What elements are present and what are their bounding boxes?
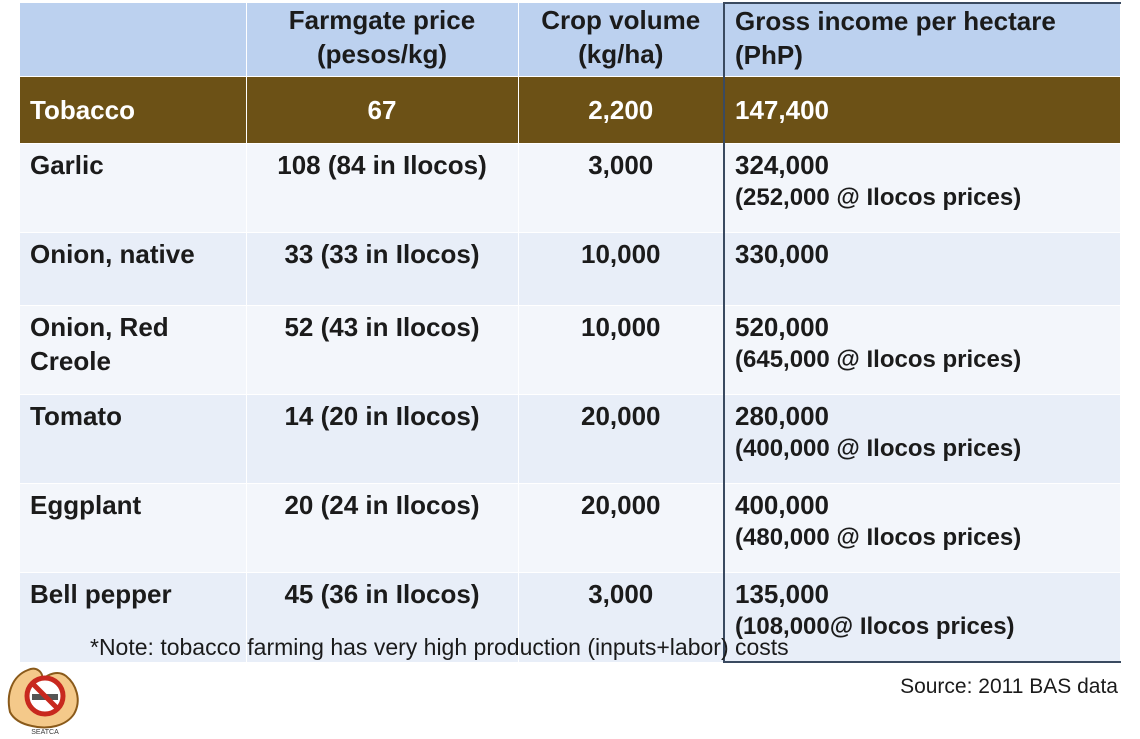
table-row: Tomato 14 (20 in Ilocos) 20,000 280,000 (… <box>20 394 1121 484</box>
table-row: Garlic 108 (84 in Ilocos) 3,000 324,000 (… <box>20 143 1121 233</box>
gross-income: 324,000 (252,000 @ Ilocos prices) <box>723 143 1121 233</box>
farmgate-price: 45 (36 in Ilocos) <box>246 572 519 663</box>
gross-value: 280,000 <box>735 401 829 431</box>
gross-value: 135,000 <box>735 579 829 609</box>
farmgate-price: 67 <box>246 76 519 144</box>
table-row: Bell pepper 45 (36 in Ilocos) 3,000 135,… <box>20 572 1121 663</box>
gross-income: 520,000 (645,000 @ Ilocos prices) <box>723 305 1121 395</box>
crop-name: Tomato <box>20 394 247 484</box>
header-gross-income: Gross income per hectare (PhP) <box>723 2 1121 77</box>
gross-value: 400,000 <box>735 490 829 520</box>
gross-value: 330,000 <box>735 239 829 269</box>
crop-comparison-table: Farmgate price (pesos/kg) Crop volume (kg/… <box>20 2 1121 663</box>
table-row: Onion, native 33 (33 in Ilocos) 10,000 3… <box>20 232 1121 306</box>
header-farmgate-price: Farmgate price (pesos/kg) <box>246 3 519 77</box>
source-citation: Source: 2011 BAS data <box>900 675 1118 698</box>
table-row: Eggplant 20 (24 in Ilocos) 20,000 400,00… <box>20 483 1121 573</box>
crop-name: Garlic <box>20 143 247 233</box>
crop-name: Tobacco <box>20 76 247 144</box>
crop-volume: 20,000 <box>518 394 725 484</box>
logo-text: SEATCA <box>31 729 59 736</box>
crop-volume: 20,000 <box>518 483 725 573</box>
crop-volume: 3,000 <box>518 572 725 663</box>
gross-income: 400,000 (480,000 @ Ilocos prices) <box>723 483 1121 573</box>
table-header-row: Farmgate price (pesos/kg) Crop volume (kg/… <box>20 2 1121 77</box>
gross-ilocos-note: (480,000 @ Ilocos prices) <box>735 524 1022 551</box>
gross-value: 147,400 <box>735 95 829 125</box>
gross-income: 280,000 (400,000 @ Ilocos prices) <box>723 394 1121 484</box>
gross-ilocos-note: (108,000@ Ilocos prices) <box>735 613 1015 640</box>
header-crop-volume: Crop volume (kg/ha) <box>518 3 725 77</box>
crop-name: Onion, Red Creole <box>20 305 247 395</box>
gross-ilocos-note: (645,000 @ Ilocos prices) <box>735 346 1022 373</box>
crop-volume: 3,000 <box>518 143 725 233</box>
farmgate-price: 14 (20 in Ilocos) <box>246 394 519 484</box>
no-smoking-hands-logo-icon: SEATCA <box>7 667 79 736</box>
header-crop <box>20 3 247 77</box>
crop-volume: 10,000 <box>518 305 725 395</box>
farmgate-price: 33 (33 in Ilocos) <box>246 232 519 306</box>
crop-volume: 10,000 <box>518 232 725 306</box>
table-row: Onion, Red Creole 52 (43 in Ilocos) 10,0… <box>20 305 1121 395</box>
gross-ilocos-note: (252,000 @ Ilocos prices) <box>735 184 1022 211</box>
gross-income: 135,000 (108,000@ Ilocos prices) <box>723 572 1121 663</box>
footnote: *Note: tobacco farming has very high pro… <box>90 634 789 660</box>
farmgate-price: 20 (24 in Ilocos) <box>246 483 519 573</box>
gross-ilocos-note: (400,000 @ Ilocos prices) <box>735 435 1022 462</box>
crop-name: Onion, native <box>20 232 247 306</box>
crop-name: Bell pepper <box>20 572 247 663</box>
gross-income: 330,000 <box>723 232 1121 306</box>
table-row-tobacco: Tobacco 67 2,200 147,400 <box>20 76 1121 144</box>
farmgate-price: 108 (84 in Ilocos) <box>246 143 519 233</box>
crop-volume: 2,200 <box>518 76 725 144</box>
crop-name: Eggplant <box>20 483 247 573</box>
gross-income: 147,400 <box>723 76 1121 144</box>
gross-value: 324,000 <box>735 150 829 180</box>
gross-value: 520,000 <box>735 312 829 342</box>
farmgate-price: 52 (43 in Ilocos) <box>246 305 519 395</box>
